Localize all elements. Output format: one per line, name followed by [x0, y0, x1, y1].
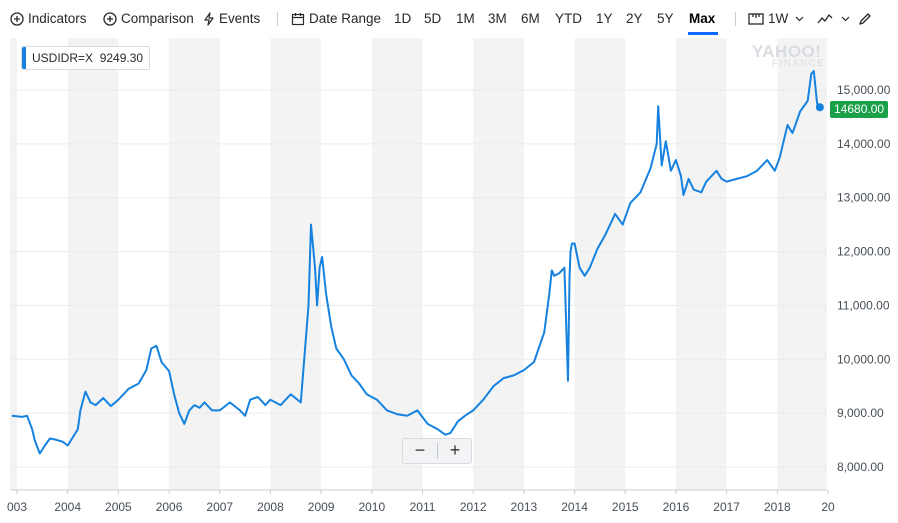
range-ytd[interactable]: YTD — [555, 11, 582, 26]
x-tick-label: 2008 — [257, 500, 284, 514]
x-tick-label: 2015 — [612, 500, 639, 514]
date-range-label: Date Range — [309, 11, 382, 26]
chevron-down-icon — [841, 17, 850, 22]
y-tick-label: 13,000.00 — [837, 191, 891, 205]
range-5y[interactable]: 5Y — [657, 11, 674, 26]
y-tick-label: 10,000.00 — [837, 352, 891, 366]
toolbar-divider — [735, 12, 736, 26]
draw-button[interactable] — [858, 10, 876, 28]
year-band — [473, 38, 524, 490]
range-1y[interactable]: 1Y — [596, 11, 613, 26]
y-tick-label: 14,000.00 — [837, 137, 891, 151]
range-5d[interactable]: 5D — [424, 11, 442, 26]
price-line — [11, 70, 819, 455]
y-axis-ticks: 8,000.00 9,000.00 10,000.00 11,000.00 12,000… — [837, 83, 891, 474]
range-max[interactable]: Max — [689, 11, 716, 26]
events-label: Events — [219, 11, 261, 26]
year-band — [67, 38, 119, 490]
zoom-divider — [437, 443, 438, 459]
x-tick-label: 2011 — [410, 500, 436, 514]
x-tick-label: 2012 — [460, 500, 487, 514]
lightning-icon — [204, 12, 214, 27]
range-1m[interactable]: 1M — [456, 11, 475, 26]
x-tick-label: 2007 — [206, 500, 233, 514]
active-range-indicator — [688, 32, 718, 35]
indicators-label: Indicators — [28, 11, 87, 26]
x-tick-label: 2006 — [156, 500, 183, 514]
x-tick-label: 2013 — [511, 500, 538, 514]
chevron-down-icon — [795, 17, 804, 22]
y-tick-label: 12,000.00 — [837, 245, 891, 259]
legend-symbol: USDIDR=X — [32, 51, 94, 65]
x-tick-label: 2018 — [764, 500, 791, 514]
chart-toolbar: Indicators Comparison Events Date Range … — [0, 0, 898, 38]
date-range-button[interactable]: Date Range — [291, 10, 381, 28]
year-band — [574, 38, 626, 490]
x-tick-label: 2010 — [358, 500, 385, 514]
series-color-marker — [22, 47, 26, 69]
year-band — [675, 38, 727, 490]
series-legend[interactable]: USDIDR=X 9249.30 — [21, 46, 151, 70]
last-price-dot — [815, 103, 824, 112]
candle-interval-icon — [748, 13, 764, 26]
year-band — [371, 38, 423, 490]
line-chart-icon — [817, 14, 833, 24]
range-3m[interactable]: 3M — [488, 11, 507, 26]
legend-value: 9249.30 — [99, 51, 144, 65]
indicators-button[interactable]: Indicators — [10, 10, 87, 28]
calendar-icon — [291, 13, 305, 26]
toolbar-divider — [277, 12, 278, 26]
x-axis-ticks: 003 2004 2005 2006 2007 2008 2009 2010 2011 2012 2… — [7, 490, 835, 514]
yahoo-finance-watermark: YAHOO! FINANCE — [752, 42, 826, 68]
zoom-controls: − + — [402, 438, 472, 464]
events-button[interactable]: Events — [203, 10, 260, 28]
year-band — [169, 38, 220, 490]
zoom-in-button[interactable]: + — [449, 440, 461, 460]
current-price-tag: 14680.00 — [830, 101, 889, 118]
zoom-out-button[interactable]: − — [414, 440, 426, 460]
plus-circle-icon — [103, 12, 117, 27]
x-tick-label: 2014 — [561, 500, 588, 514]
y-tick-label: 15,000.00 — [837, 83, 891, 97]
y-tick-label: 11,000.00 — [837, 298, 890, 312]
year-band — [777, 38, 827, 490]
x-tick-label: 20 — [821, 500, 835, 514]
pencil-icon — [859, 13, 871, 26]
y-tick-label: 8,000.00 — [837, 460, 884, 474]
range-1d[interactable]: 1D — [394, 11, 412, 26]
year-band — [270, 38, 322, 490]
x-tick-label: 2016 — [663, 500, 690, 514]
comparison-label: Comparison — [121, 11, 194, 26]
x-tick-label: 2009 — [308, 500, 335, 514]
comparison-button[interactable]: Comparison — [103, 10, 194, 28]
chart-type-dropdown[interactable] — [817, 10, 854, 28]
interval-dropdown[interactable]: 1W — [748, 10, 808, 28]
year-band — [10, 38, 17, 490]
x-tick-label: 2005 — [105, 500, 132, 514]
range-6m[interactable]: 6M — [521, 11, 540, 26]
x-tick-label: 2017 — [713, 500, 740, 514]
plus-circle-icon — [10, 12, 24, 27]
range-2y[interactable]: 2Y — [626, 11, 643, 26]
x-tick-label: 003 — [7, 500, 27, 514]
interval-label: 1W — [768, 11, 789, 26]
x-tick-label: 2004 — [54, 500, 81, 514]
year-bands — [10, 38, 827, 490]
y-tick-label: 9,000.00 — [837, 406, 884, 420]
